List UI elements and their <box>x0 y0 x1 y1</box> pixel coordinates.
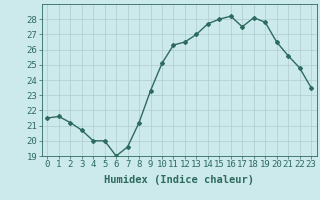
X-axis label: Humidex (Indice chaleur): Humidex (Indice chaleur) <box>104 175 254 185</box>
